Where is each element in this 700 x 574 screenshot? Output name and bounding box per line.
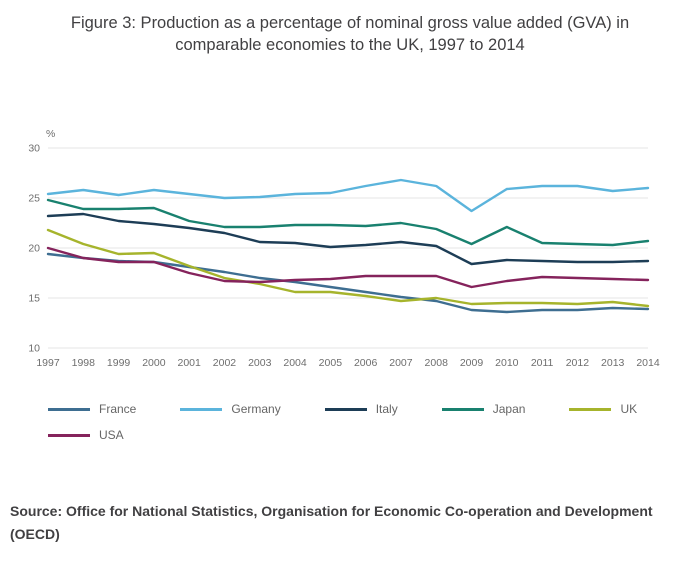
legend-item-france[interactable]: France <box>48 402 136 416</box>
x-tick-label: 2006 <box>354 357 378 369</box>
y-tick-label: 25 <box>28 193 40 205</box>
legend-label-france: France <box>99 402 137 416</box>
x-tick-label: 2003 <box>248 357 272 369</box>
source-text: Source: Office for National Statistics, … <box>10 503 653 543</box>
y-axis-unit-label: % <box>46 128 55 140</box>
legend-swatch-uk <box>569 407 612 411</box>
x-tick-label: 2002 <box>213 357 237 369</box>
legend-swatch-france <box>48 407 90 411</box>
x-tick-label: 2013 <box>601 357 625 369</box>
legend-label-usa: USA <box>99 428 124 442</box>
x-tick-label: 2011 <box>531 357 554 369</box>
figure-title: Figure 3: Production as a percentage of … <box>0 12 700 56</box>
legend-label-uk: UK <box>620 402 638 416</box>
chart-legend: France Germany Italy Japan UK USA <box>48 402 700 442</box>
line-chart: 10 15 20 25 30% 1997 1998 1999 2000 2001 2002 2003 2… <box>28 128 660 369</box>
y-tick-label: 15 <box>28 293 40 305</box>
legend-swatch-japan <box>441 407 484 411</box>
x-tick-label: 2005 <box>319 357 343 369</box>
x-tick-label: 2010 <box>495 357 519 369</box>
x-tick-label: 2014 <box>636 357 660 369</box>
figure-title-line1: Figure 3: Production as a percentage of … <box>70 14 630 32</box>
x-tick-label: 1998 <box>72 357 96 369</box>
x-tick-label: 1997 <box>36 357 60 369</box>
x-tick-label: 1999 <box>107 357 131 369</box>
figure-title-line2: comparable economies to the UK, 1997 to … <box>175 36 525 54</box>
x-tick-label: 2007 <box>389 357 413 369</box>
legend-label-italy: Italy <box>375 402 398 416</box>
series-line-uk <box>46 228 650 308</box>
legend-item-usa[interactable]: USA <box>48 428 124 442</box>
x-tick-label: 2001 <box>177 357 201 369</box>
legend-item-italy[interactable]: Italy <box>324 402 398 416</box>
legend-item-japan[interactable]: Japan <box>441 402 526 416</box>
series-line-germany <box>46 178 650 213</box>
legend-swatch-germany <box>180 407 223 411</box>
legend-label-japan: Japan <box>492 402 526 416</box>
series-line-italy <box>46 212 650 266</box>
y-tick-label: 10 <box>28 343 40 355</box>
legend-item-uk[interactable]: UK <box>569 402 637 416</box>
x-tick-label: 2009 <box>460 357 484 369</box>
legend-label-germany: Germany <box>231 402 281 416</box>
x-tick-label: 2004 <box>283 357 307 369</box>
series-line-japan <box>46 198 650 247</box>
legend-swatch-usa <box>48 433 90 437</box>
legend-swatch-italy <box>324 407 367 411</box>
legend-item-germany[interactable]: Germany <box>180 402 281 416</box>
x-tick-label: 2000 <box>142 357 166 369</box>
series-line-usa <box>46 246 650 289</box>
legend-row-2: USA <box>48 428 700 442</box>
x-tick-label: 2012 <box>566 357 590 369</box>
y-tick-label: 20 <box>28 243 40 255</box>
y-tick-label: 30 <box>28 143 40 155</box>
x-tick-label: 2008 <box>425 357 449 369</box>
legend-row-1: France Germany Italy Japan UK <box>48 402 700 416</box>
